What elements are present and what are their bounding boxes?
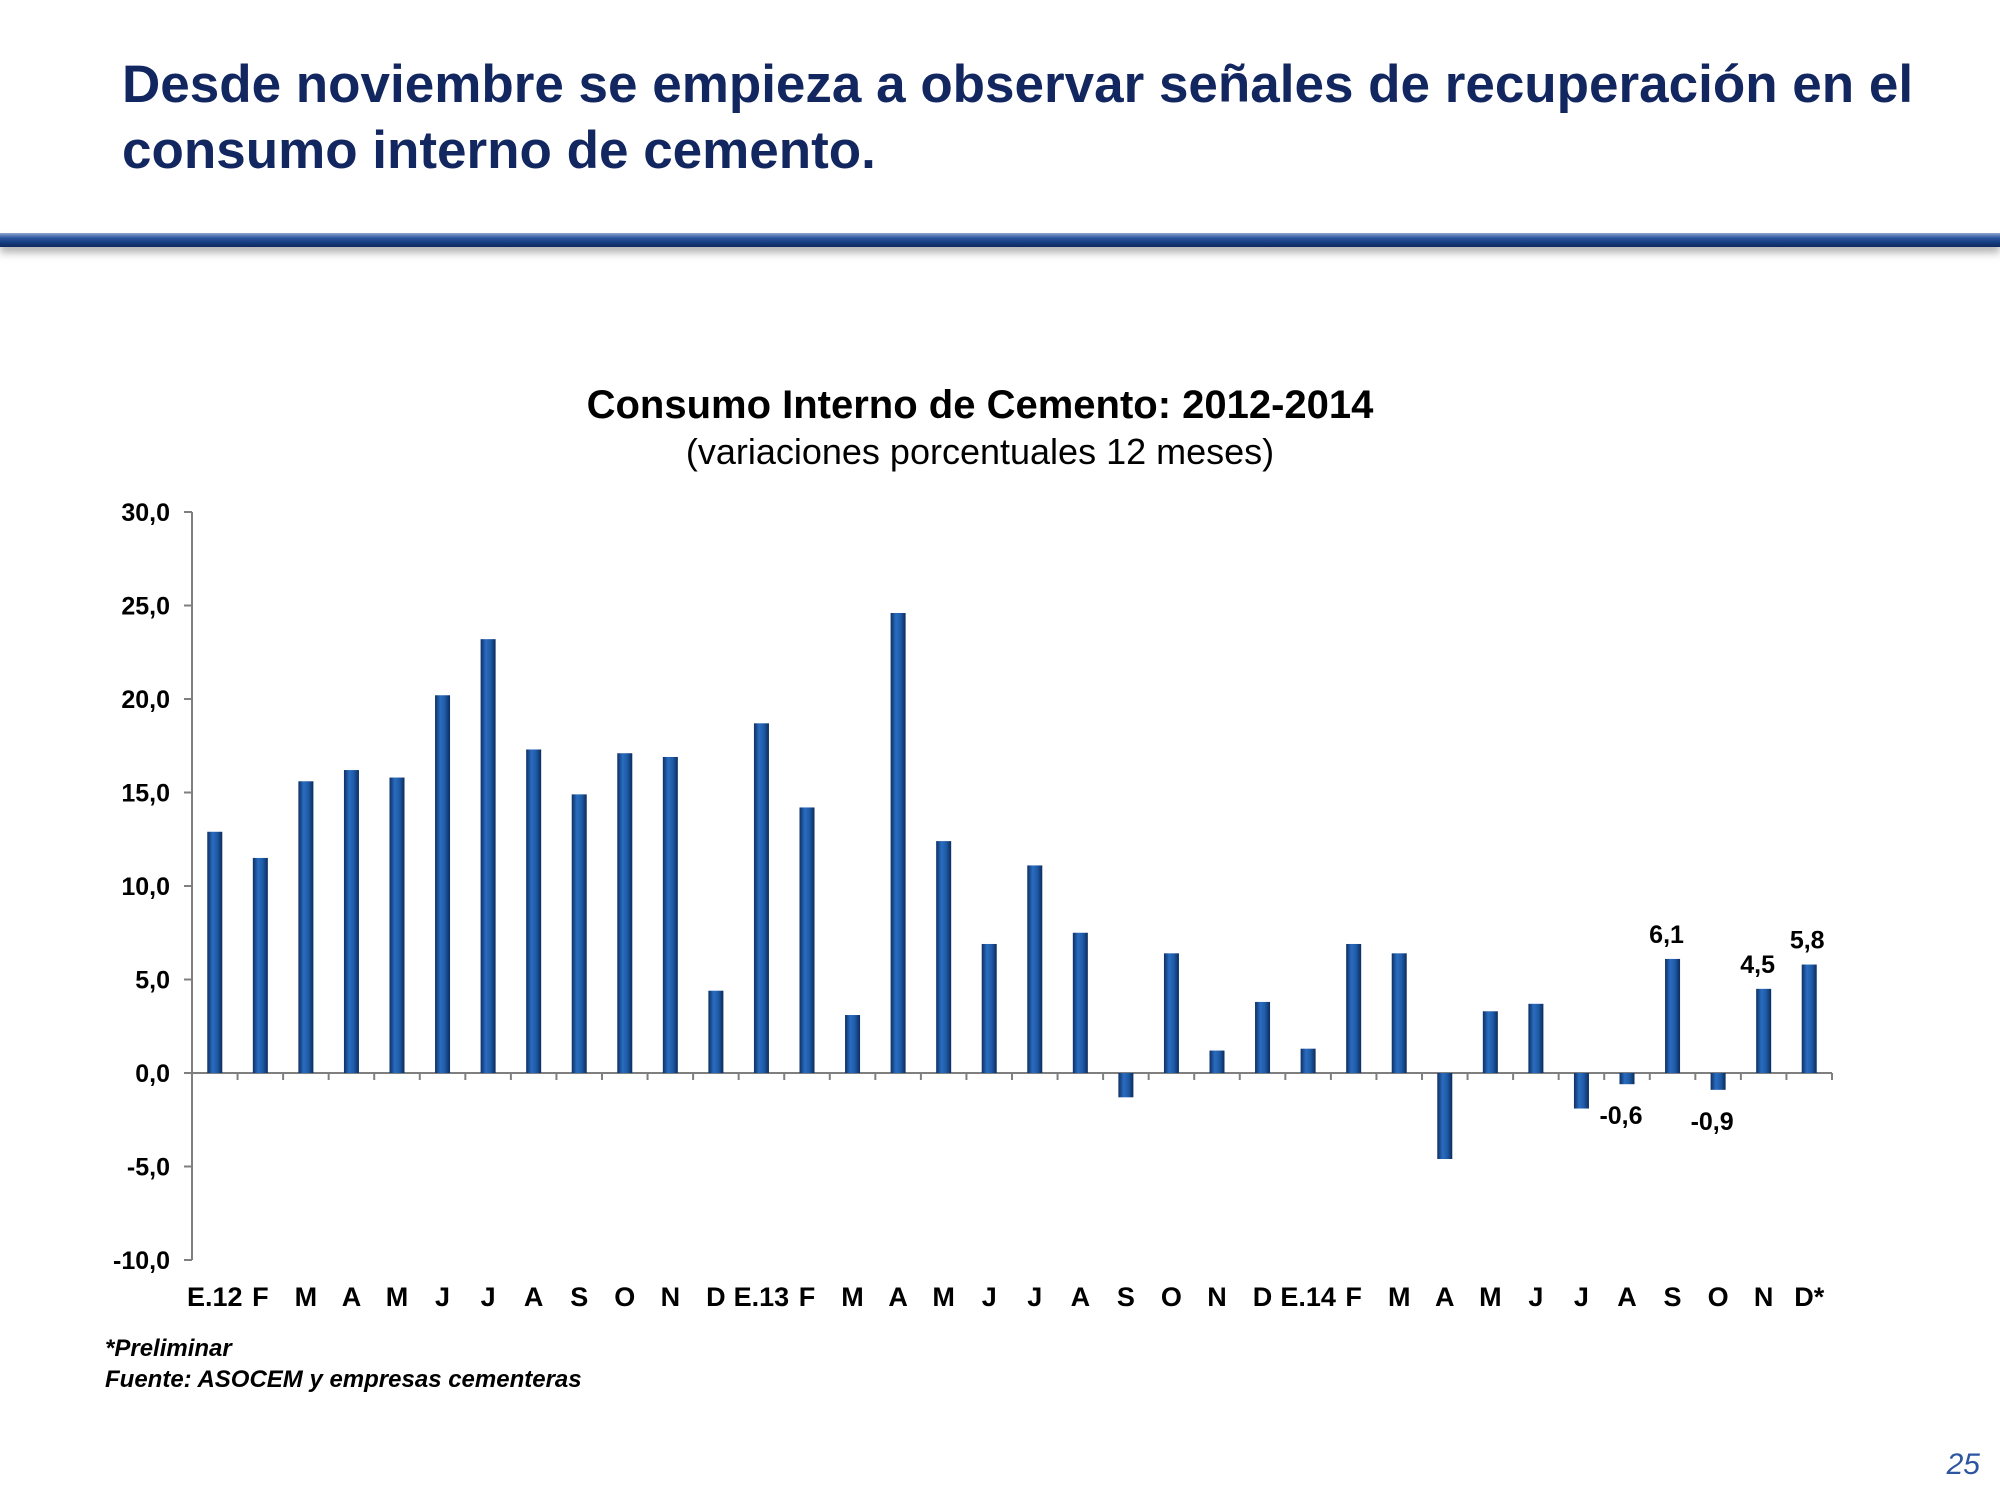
bar — [1482, 1011, 1498, 1073]
x-tick-label: M — [1388, 1282, 1411, 1312]
y-tick-label: 5,0 — [135, 967, 170, 995]
bar — [526, 749, 542, 1073]
bar — [708, 990, 724, 1073]
x-tick-label: M — [932, 1282, 955, 1312]
x-tick-label: A — [1617, 1282, 1637, 1312]
bar — [1118, 1073, 1134, 1098]
x-tick-label: O — [1161, 1282, 1182, 1312]
y-tick-label: 20,0 — [121, 686, 170, 714]
bar — [571, 794, 587, 1073]
y-tick-label: 15,0 — [121, 780, 170, 808]
data-label: 4,5 — [1740, 951, 1775, 979]
bar — [343, 770, 359, 1073]
bar — [252, 857, 268, 1073]
x-tick-label: J — [435, 1282, 450, 1312]
x-tick-label: J — [481, 1282, 496, 1312]
bar — [1437, 1073, 1453, 1160]
bar — [1346, 943, 1362, 1073]
x-tick-label: O — [614, 1282, 635, 1312]
x-tick-label: E.14 — [1280, 1282, 1336, 1312]
bar — [1072, 932, 1088, 1073]
x-tick-label: M — [1479, 1282, 1502, 1312]
y-tick-label: 25,0 — [121, 593, 170, 621]
bar — [1756, 988, 1772, 1073]
x-tick-label: E.12 — [187, 1282, 243, 1312]
x-tick-label: A — [1071, 1282, 1091, 1312]
x-tick-label: N — [661, 1282, 681, 1312]
y-tick-label: -5,0 — [127, 1154, 170, 1182]
bar — [753, 723, 769, 1073]
plot-area: 30,0 25,0 20,0 15,0 10,0 5,0 0,0 -5,0 -10,0 E.12 F… — [113, 499, 1833, 1312]
x-tick-label: J — [982, 1282, 997, 1312]
x-tick-label: M — [841, 1282, 864, 1312]
x-tick-label: D — [706, 1282, 726, 1312]
x-tick-label: E.13 — [734, 1282, 790, 1312]
bar — [389, 777, 405, 1073]
bar — [981, 943, 997, 1073]
bar — [1027, 865, 1043, 1073]
bar — [435, 695, 451, 1073]
x-tick-label: D — [1253, 1282, 1273, 1312]
y-tick-label: 10,0 — [121, 873, 170, 901]
bar — [845, 1015, 861, 1073]
bar — [662, 756, 678, 1073]
bar — [936, 841, 952, 1073]
data-label: 5,8 — [1790, 927, 1825, 955]
bar — [1209, 1050, 1225, 1073]
bar — [1665, 958, 1681, 1073]
y-tick-label: 30,0 — [121, 499, 170, 527]
bar — [1255, 1001, 1271, 1073]
x-tick-label: F — [252, 1282, 269, 1312]
data-label: 6,1 — [1649, 921, 1684, 949]
bar — [298, 781, 314, 1073]
bar — [1300, 1048, 1316, 1073]
x-tick-label: A — [1435, 1282, 1455, 1312]
x-tick-label: J — [1574, 1282, 1589, 1312]
x-tick-label: S — [1664, 1282, 1682, 1312]
x-tick-label: J — [1528, 1282, 1543, 1312]
x-tick-label: A — [342, 1282, 362, 1312]
bar — [480, 639, 496, 1073]
x-tick-label: N — [1754, 1282, 1774, 1312]
x-tick-label: S — [570, 1282, 588, 1312]
x-tick-label: M — [295, 1282, 318, 1312]
data-label: -0,6 — [1599, 1102, 1642, 1130]
x-tick-label: J — [1027, 1282, 1042, 1312]
bar — [617, 753, 633, 1073]
x-tick-label: D* — [1794, 1282, 1824, 1312]
bar — [1710, 1073, 1726, 1090]
chart-subtitle: (variaciones porcentuales 12 meses) — [686, 431, 1274, 472]
y-tick-label: 0,0 — [135, 1060, 170, 1088]
bar — [890, 612, 906, 1073]
slide-title: Desde noviembre se empieza a observar se… — [122, 55, 1914, 180]
bar — [1801, 964, 1817, 1073]
x-tick-label: A — [524, 1282, 544, 1312]
footnote-source: Fuente: ASOCEM y empresas cementeras — [105, 1366, 582, 1393]
x-tick-label: O — [1708, 1282, 1729, 1312]
y-tick-label: -10,0 — [113, 1247, 170, 1275]
bar — [1528, 1003, 1544, 1073]
x-tick-label: F — [799, 1282, 816, 1312]
title-divider — [0, 233, 2000, 247]
x-tick-label: A — [888, 1282, 908, 1312]
bar — [799, 807, 815, 1073]
x-tick-label: S — [1117, 1282, 1135, 1312]
data-label: -0,9 — [1691, 1108, 1734, 1136]
bar — [1619, 1073, 1635, 1085]
footnote-preliminar: *Preliminar — [105, 1335, 232, 1362]
bar — [1391, 953, 1407, 1073]
x-tick-label: N — [1207, 1282, 1227, 1312]
x-tick-label: M — [386, 1282, 409, 1312]
x-tick-label: F — [1345, 1282, 1362, 1312]
bar — [1573, 1073, 1589, 1109]
page-number: 25 — [1946, 1448, 1980, 1481]
bar — [207, 831, 223, 1073]
chart-title: Consumo Interno de Cemento: 2012-2014 — [587, 383, 1375, 427]
bar — [1163, 953, 1179, 1073]
